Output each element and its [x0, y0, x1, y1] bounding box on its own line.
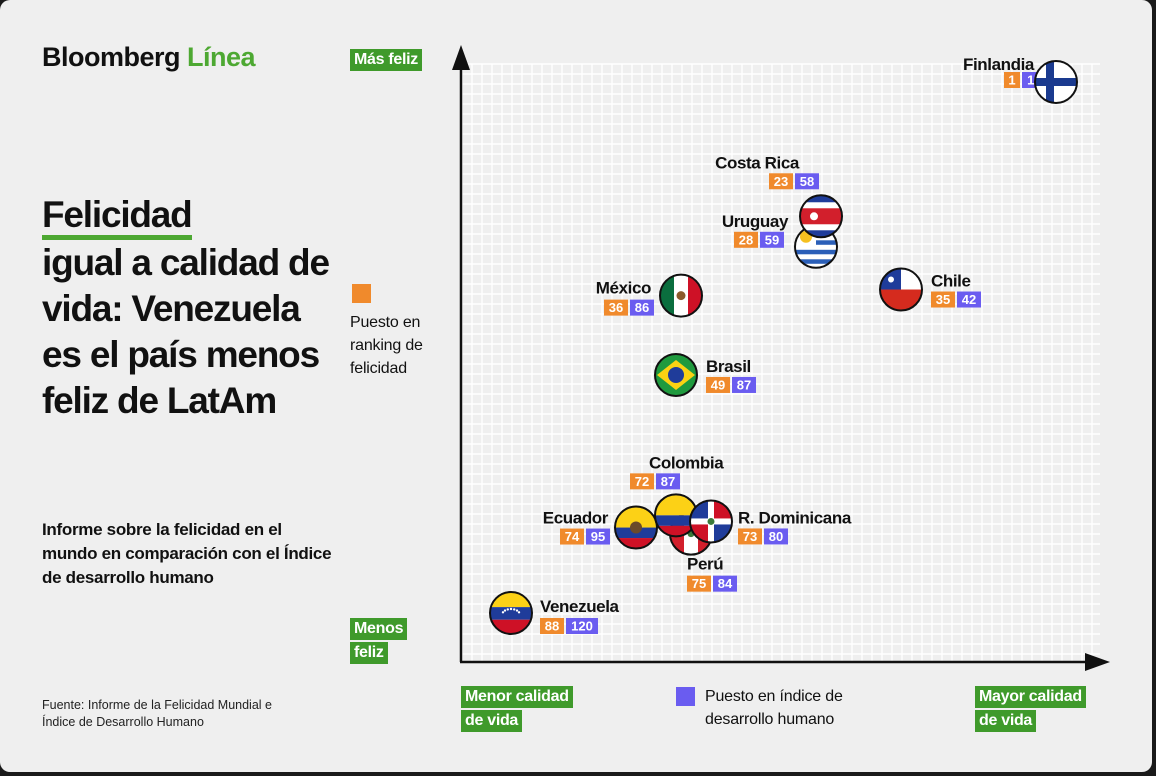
happiness-rank-value: 72 — [635, 474, 649, 489]
country-label-brasil: Brasil — [706, 357, 751, 376]
hdi-rank-badge — [764, 528, 788, 545]
x-axis-arrow — [1085, 653, 1110, 671]
country-label-venezuela: Venezuela — [540, 597, 620, 616]
happiness-rank-value: 23 — [774, 174, 788, 189]
happiness-rank-badge — [734, 231, 758, 248]
hdi-rank-value: 58 — [800, 174, 814, 189]
happiness-rank-badge — [738, 528, 762, 545]
y-axis-bottom-label-line1: Menos — [350, 618, 408, 640]
country-label-uruguay: Uruguay — [722, 212, 789, 231]
hdi-rank-value: 86 — [635, 300, 649, 315]
ecuador-flag-icon — [614, 505, 658, 550]
title-rest: igual a calidad de vida: Venezuela es el… — [42, 242, 330, 421]
title-highlight: Felicidad — [42, 195, 193, 240]
happiness-rank-value: 1 — [1008, 73, 1015, 88]
hdi-rank-value: 87 — [737, 377, 751, 392]
x-axis-left-label-line2: de vida — [461, 710, 523, 732]
hdi-rank-badge — [713, 575, 737, 592]
legend-happiness-swatch — [352, 284, 371, 303]
hdi-rank-value: 120 — [571, 619, 593, 634]
hdi-rank-value: 84 — [718, 576, 733, 591]
legend-hdi-label: Puesto en índice de desarrollo humano — [705, 688, 843, 728]
hdi-rank-badge — [630, 299, 654, 316]
country-label-chile: Chile — [931, 272, 971, 291]
country-label-m-xico: México — [596, 279, 651, 298]
hdi-rank-value: 42 — [962, 292, 976, 307]
grid — [461, 63, 1100, 661]
hdi-rank-badge — [795, 173, 819, 190]
happiness-rank-badge — [560, 528, 584, 545]
happiness-rank-badge — [931, 291, 955, 308]
venezuela-flag-icon — [489, 591, 533, 635]
hdi-rank-badge — [760, 231, 784, 248]
hdi-rank-badge — [586, 528, 610, 545]
finland-flag-icon — [1034, 60, 1078, 104]
page-title: Felicidad igual a calidad de vida: Venez… — [42, 192, 332, 424]
y-axis-bottom-label-line2: feliz — [350, 642, 388, 664]
legend-happiness-label: Puesto en ranking de felicidad — [350, 314, 423, 377]
brazil-flag-icon — [654, 352, 698, 397]
source-note: Fuente: Informe de la Felicidad Mundial … — [42, 698, 272, 729]
page-subtitle: Informe sobre la felicidad en el mundo e… — [42, 520, 332, 587]
happiness-rank-badge — [630, 473, 654, 490]
country-label-finlandia: Finlandia — [963, 55, 1035, 74]
happiness-rank-value: 73 — [743, 529, 757, 544]
country-label-colombia: Colombia — [649, 453, 724, 472]
happiness-rank-value: 88 — [545, 619, 559, 634]
hdi-rank-value: 95 — [591, 529, 605, 544]
happiness-rank-badge — [769, 173, 793, 190]
hdi-rank-badge — [566, 618, 598, 634]
hdi-rank-value: 80 — [769, 529, 783, 544]
happiness-rank-value: 36 — [609, 300, 623, 315]
hdi-rank-badge — [656, 473, 680, 490]
happiness-rank-badge — [706, 376, 730, 393]
costa-rica-flag-icon — [799, 194, 843, 239]
happiness-rank-value: 28 — [739, 232, 753, 247]
happiness-rank-value: 49 — [711, 377, 725, 392]
happiness-rank-badge — [604, 299, 628, 316]
y-axis-top-label: Más feliz — [350, 49, 422, 71]
happiness-rank-badge — [540, 618, 564, 634]
country-label-costa-rica: Costa Rica — [715, 153, 800, 172]
country-label-ecuador: Ecuador — [543, 509, 609, 528]
chile-flag-icon — [879, 267, 923, 312]
legend-hdi-swatch — [676, 687, 695, 706]
mexico-flag-icon — [659, 273, 703, 318]
x-axis-right-label-line1: Mayor calidad — [975, 686, 1086, 708]
hdi-rank-badge — [732, 376, 756, 393]
happiness-rank-value: 75 — [692, 576, 706, 591]
x-axis-right-label-line2: de vida — [975, 710, 1037, 732]
y-axis-arrow — [452, 45, 470, 70]
happiness-rank-value: 74 — [565, 529, 580, 544]
hdi-rank-value: 59 — [765, 232, 779, 247]
happiness-rank-badge — [1004, 72, 1020, 88]
hdi-rank-value: 87 — [661, 474, 675, 489]
brand-logo: Bloomberg Línea — [42, 42, 256, 72]
colombia-flag-icon — [654, 493, 698, 538]
x-axis-left-label-line1: Menor calidad — [461, 686, 573, 708]
country-label-per-: Perú — [687, 555, 723, 574]
country-label-r-dominicana: R. Dominicana — [738, 508, 852, 527]
happiness-rank-badge — [687, 575, 711, 592]
hdi-rank-badge — [957, 291, 981, 308]
happiness-rank-value: 35 — [936, 292, 950, 307]
